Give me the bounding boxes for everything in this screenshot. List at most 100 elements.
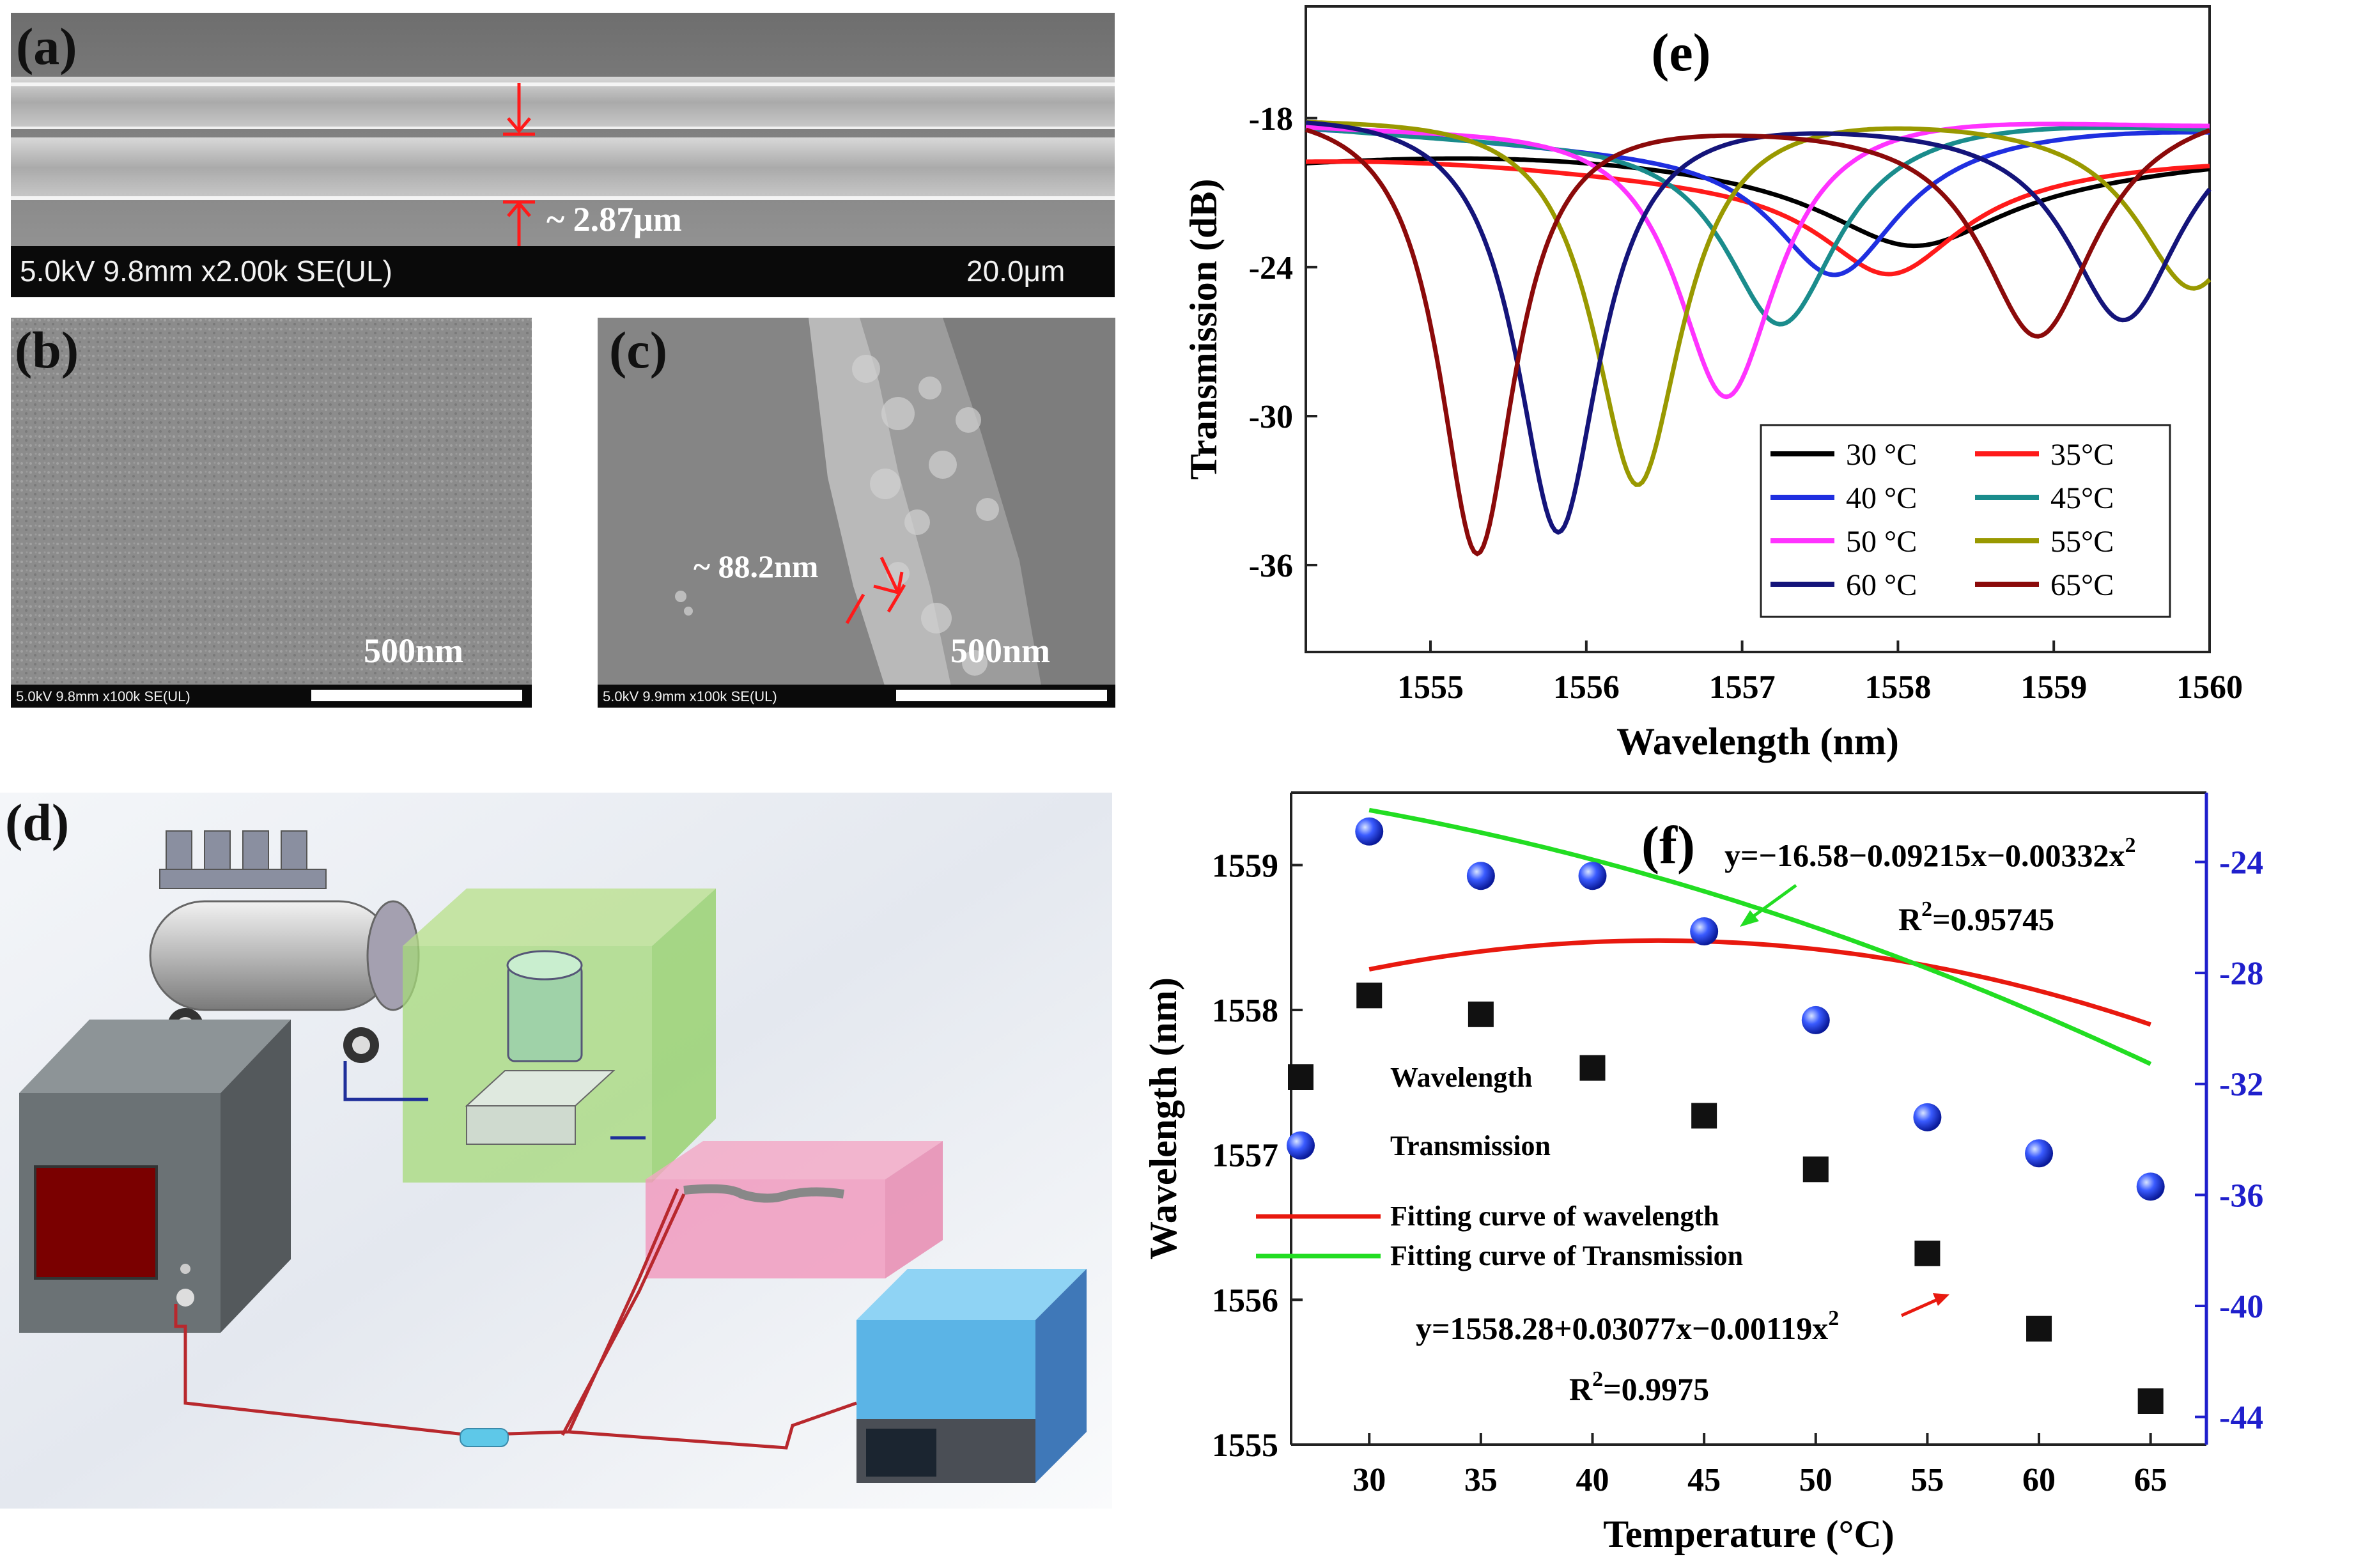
spectrum-analyzer bbox=[856, 1269, 1087, 1483]
f-xaxis-label: Temperature (°C) bbox=[1603, 1513, 1894, 1555]
f-legend-transmission-marker bbox=[1287, 1131, 1315, 1160]
f-equation-text: y=−16.58−0.09215x−0.00332x2 bbox=[1724, 834, 2135, 873]
f-wavelength-point bbox=[1579, 1055, 1606, 1081]
f-ytick-left-label: 1556 bbox=[1212, 1282, 1278, 1319]
f-wavelength-point bbox=[1802, 1156, 1829, 1183]
f-xtick-label: 65 bbox=[2134, 1462, 2167, 1498]
panel-c-sem-info: 5.0kV 9.9mm x100k SE(UL) bbox=[603, 688, 777, 704]
e-xtick-label: 1558 bbox=[1864, 669, 1931, 706]
e-xtick-label: 1560 bbox=[2176, 669, 2243, 706]
panel-c-measure-marks bbox=[845, 556, 906, 625]
f-ytick-right-label: -24 bbox=[2219, 845, 2263, 881]
e-ytick-label: -24 bbox=[1249, 250, 1293, 286]
e-series-line bbox=[1305, 159, 2210, 277]
f-ytick-right-label: -40 bbox=[2219, 1289, 2263, 1325]
e-legend-label: 40 °C bbox=[1846, 481, 1917, 515]
f-ytick-left-label: 1558 bbox=[1212, 993, 1278, 1029]
e-series-line bbox=[1305, 127, 2211, 557]
f-transmission-point bbox=[2136, 1172, 2165, 1201]
f-wavelength-point bbox=[1468, 1001, 1494, 1027]
e-xtick-label: 1556 bbox=[1553, 669, 1620, 706]
e-xtick-label: 1555 bbox=[1397, 669, 1464, 706]
f-legend-label: Fitting curve of Transmission bbox=[1390, 1240, 1743, 1271]
f-xtick-label: 50 bbox=[1799, 1462, 1832, 1498]
panel-d-label: (d) bbox=[5, 793, 70, 851]
f-equation-text: y=1558.28+0.03077x−0.00119x2 bbox=[1416, 1307, 1839, 1346]
panel-a-info-bar: 5.0kV 9.8mm x2.00k SE(UL) 20.0μm bbox=[11, 246, 1115, 297]
f-transmission-point bbox=[1466, 862, 1495, 890]
f-r-squared-text: R2=0.9975 bbox=[1569, 1367, 1709, 1407]
panel-c-cross-section bbox=[598, 318, 1115, 708]
humidity-chamber bbox=[403, 889, 716, 1183]
panel-a-measure-arrows bbox=[503, 83, 535, 246]
f-ytick-right-label: -28 bbox=[2219, 956, 2263, 992]
f-transmission-point bbox=[2025, 1139, 2054, 1168]
f-transmission-point bbox=[1355, 817, 1384, 846]
gas-tank bbox=[149, 830, 420, 1063]
panel-b-scale-bar bbox=[311, 690, 522, 701]
e-legend-label: 35°C bbox=[2050, 438, 2114, 472]
f-ytick-right-label: -44 bbox=[2219, 1400, 2263, 1436]
panel-b-info-bar: 5.0kV 9.8mm x100k SE(UL) bbox=[11, 685, 532, 708]
panel-a-scale-label: 20.0μm bbox=[966, 254, 1065, 288]
e-xtick-label: 1559 bbox=[2020, 669, 2087, 706]
f-wavelength-point bbox=[1356, 982, 1383, 1009]
panel-b-scale-label: 500nm bbox=[364, 632, 464, 670]
panel-f-chart: 30 35 40 45 50 55 60 65 1555 1556 1557 1558 1559 -24 -… bbox=[1142, 791, 2263, 1555]
f-ytick-left-label: 1557 bbox=[1212, 1138, 1278, 1174]
e-series-line bbox=[1305, 120, 2212, 487]
panel-d-setup-schematic: (d) bbox=[0, 793, 1112, 1509]
panel-c-scale-bar bbox=[896, 690, 1107, 701]
e-legend-label: 55°C bbox=[2050, 525, 2114, 559]
panel-c-scale-label: 500nm bbox=[950, 632, 1051, 670]
controller-box bbox=[19, 1020, 291, 1333]
panel-a-thickness-annotation: ~ 2.87μm bbox=[546, 200, 682, 238]
e-xaxis-label: Wavelength (nm) bbox=[1616, 720, 1899, 763]
f-fit-wavelength-line bbox=[1368, 938, 2151, 1027]
f-transmission-point bbox=[1578, 862, 1607, 890]
f-legend-label: Fitting curve of wavelength bbox=[1390, 1200, 1719, 1232]
f-legend-wavelength-marker bbox=[1288, 1064, 1313, 1090]
f-fit-transmission-line bbox=[1368, 807, 2152, 1066]
panel-b-texture bbox=[11, 318, 532, 708]
panel-c-thickness-annotation: ~ 88.2nm bbox=[693, 548, 819, 584]
panel-a-label: (a) bbox=[16, 17, 77, 75]
e-legend-label: 50 °C bbox=[1846, 525, 1917, 559]
panel-b-sem-info: 5.0kV 9.8mm x100k SE(UL) bbox=[16, 688, 190, 704]
f-legend-label: Wavelength bbox=[1390, 1062, 1532, 1093]
f-ytick-right-label: -36 bbox=[2219, 1177, 2263, 1214]
f-xtick-label: 35 bbox=[1464, 1462, 1498, 1498]
f-legend-label: Transmission bbox=[1390, 1130, 1551, 1161]
e-series-line bbox=[1305, 156, 2210, 249]
f-xtick-label: 60 bbox=[2022, 1462, 2056, 1498]
e-xtick-label: 1557 bbox=[1709, 669, 1776, 706]
e-yaxis-label: Transmission (dB) bbox=[1189, 179, 1225, 480]
f-wavelength-point bbox=[2137, 1388, 2164, 1414]
f-panel-label: (f) bbox=[1641, 816, 1695, 875]
f-transmission-point bbox=[1690, 917, 1719, 946]
e-plot-frame bbox=[1305, 5, 2211, 653]
panel-c-sem-image: (c) ~ 88.2nm 500nm 5.0kV 9.9mm x100k SE(… bbox=[598, 318, 1115, 708]
panel-a-sem-info: 5.0kV 9.8mm x2.00k SE(UL) bbox=[20, 254, 392, 288]
e-series-line bbox=[1305, 125, 2210, 327]
panel-b-label: (b) bbox=[15, 321, 79, 379]
f-r-squared-text: R2=0.95745 bbox=[1898, 897, 2054, 937]
e-legend-label: 65°C bbox=[2050, 568, 2114, 602]
f-wavelength-point bbox=[2026, 1316, 2052, 1342]
f-xtick-label: 55 bbox=[1910, 1462, 1944, 1498]
f-ytick-right-label: -32 bbox=[2219, 1067, 2263, 1103]
f-left-axis-label: Wavelength (nm) bbox=[1142, 977, 1184, 1260]
f-ytick-left-label: 1555 bbox=[1212, 1427, 1278, 1464]
panel-e-chart: 1555 1556 1557 1558 1559 1560 -18 -24 -30 -36 Wave… bbox=[1189, 5, 2243, 763]
panel-b-sem-image: (b) 500nm 5.0kV 9.8mm x100k SE(UL) bbox=[11, 318, 532, 708]
e-ytick-label: -30 bbox=[1249, 399, 1293, 435]
e-ytick-label: -36 bbox=[1249, 548, 1293, 584]
panel-d-drawing bbox=[0, 793, 1112, 1509]
panel-c-info-bar: 5.0kV 9.9mm x100k SE(UL) bbox=[598, 685, 1115, 708]
f-ytick-left-label: 1559 bbox=[1212, 848, 1278, 884]
e-legend-label: 45°C bbox=[2050, 481, 2114, 515]
f-arrowhead-wavelength bbox=[1933, 1293, 1949, 1306]
f-xtick-label: 40 bbox=[1576, 1462, 1609, 1498]
f-wavelength-point bbox=[1914, 1240, 1941, 1266]
e-ytick-label: -18 bbox=[1249, 101, 1293, 137]
